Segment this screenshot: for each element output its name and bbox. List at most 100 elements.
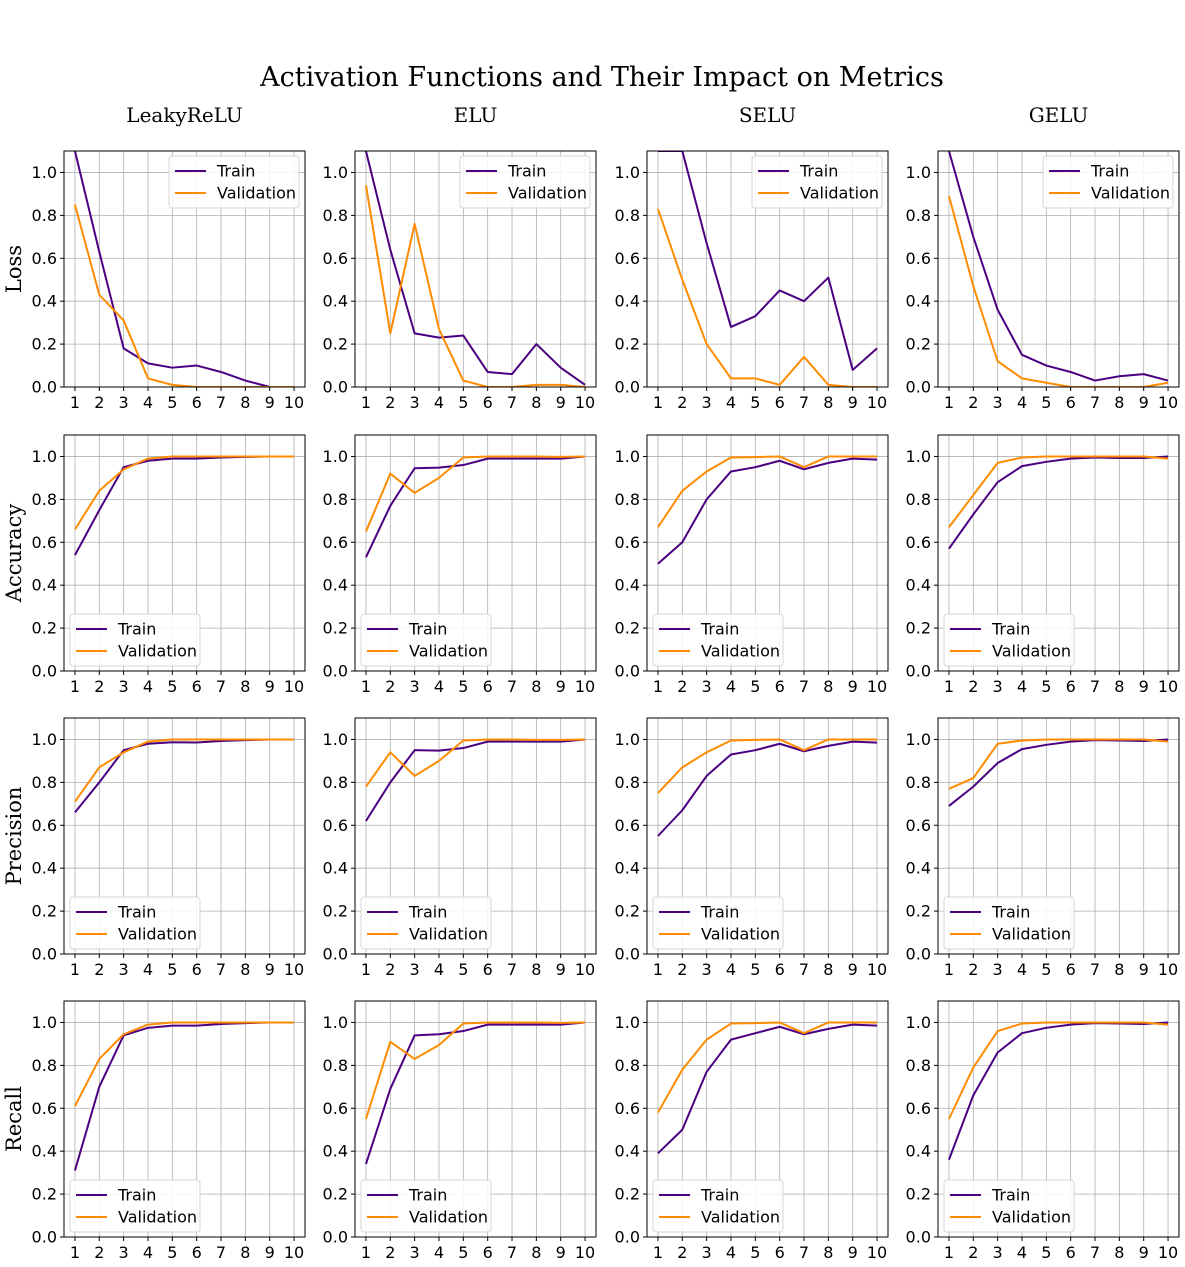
y-tick-label: 0.0 (32, 378, 57, 397)
x-tick-label: 8 (823, 960, 833, 979)
subplot-1-0: 0.0 0.2 0.4 0.6 0.8 1.0 1 2 3 4 5 6 7 8 9 10 Accuracy Tra… (2, 434, 306, 696)
subplot-0-1: 0.0 0.2 0.4 0.6 0.8 1.0 1 2 3 4 5 6 7 8 9 10 ELU Train Val… (323, 103, 597, 412)
x-tick-label: 5 (167, 1243, 177, 1262)
x-tick-label: 2 (94, 393, 104, 412)
y-tick-label: 0.0 (32, 1228, 57, 1247)
x-tick-label: 4 (1017, 393, 1027, 412)
axes-frame (937, 434, 1180, 672)
series-line-validation (657, 455, 878, 528)
legend-label-validation: Validation (1091, 184, 1170, 203)
x-tick-label: 7 (507, 960, 517, 979)
y-tick-label: 0.8 (615, 1056, 640, 1075)
y-tick-label: 0.2 (615, 902, 640, 921)
column-title: ELU (454, 103, 498, 127)
x-tick-label: 1 (361, 393, 371, 412)
legend: Train Validation (69, 896, 201, 950)
axes-frame (354, 717, 597, 955)
x-tick-label: 3 (993, 677, 1003, 696)
legend-label-train: Train (117, 620, 156, 639)
legend-label-train: Train (408, 620, 447, 639)
series-line-train (73, 1021, 295, 1171)
y-tick-label: 0.6 (615, 533, 640, 552)
legend-label-train: Train (1090, 162, 1129, 181)
x-tick-label: 6 (1066, 960, 1076, 979)
y-tick-label: 0.6 (32, 816, 57, 835)
axes-frame (646, 150, 889, 388)
x-tick-label: 1 (944, 393, 954, 412)
x-tick-label: 5 (1041, 1243, 1051, 1262)
y-tick-label: 0.4 (615, 292, 640, 311)
y-tick-label: 0.2 (615, 335, 640, 354)
legend-box (69, 896, 201, 950)
x-tick-label: 7 (507, 393, 517, 412)
legend-box (652, 613, 784, 667)
y-tick-label: 0.0 (323, 1228, 348, 1247)
axes-frame (63, 434, 306, 672)
series-line-train (74, 455, 295, 556)
x-tick-label: 10 (867, 1243, 887, 1262)
x-tick-label: 1 (653, 960, 663, 979)
x-tick-label: 5 (1041, 393, 1051, 412)
x-tick-label: 1 (361, 960, 371, 979)
x-tick-label: 10 (867, 960, 887, 979)
x-tick-label: 4 (726, 1243, 736, 1262)
y-tick-label: 0.0 (323, 378, 348, 397)
x-tick-label: 2 (94, 1243, 104, 1262)
legend-box (69, 613, 201, 667)
y-tick-label: 0.8 (32, 490, 57, 509)
x-tick-label: 5 (458, 960, 468, 979)
legend-box (943, 613, 1075, 667)
axes-frame (937, 150, 1180, 388)
x-tick-label: 1 (70, 677, 80, 696)
x-tick-label: 2 (677, 960, 687, 979)
x-tick-label: 10 (575, 1243, 595, 1262)
x-tick-label: 9 (1139, 393, 1149, 412)
x-tick-label: 6 (775, 393, 785, 412)
axes-frame (354, 150, 597, 388)
x-tick-label: 6 (775, 677, 785, 696)
x-tick-label: 6 (192, 960, 202, 979)
x-tick-label: 4 (726, 677, 736, 696)
series-line-validation (74, 455, 295, 530)
x-tick-label: 6 (192, 393, 202, 412)
series-line-validation (364, 185, 586, 387)
x-tick-label: 3 (410, 677, 420, 696)
legend-label-validation: Validation (409, 925, 488, 944)
x-tick-label: 7 (216, 393, 226, 412)
legend: Train Validation (69, 613, 201, 667)
x-tick-label: 8 (531, 960, 541, 979)
y-tick-label: 0.4 (32, 859, 57, 878)
series-line-train (657, 151, 878, 371)
x-tick-label: 1 (944, 960, 954, 979)
y-tick-label: 0.2 (323, 1185, 348, 1204)
y-tick-label: 1.0 (906, 163, 931, 182)
subplot-2-0: 0.0 0.2 0.4 0.6 0.8 1.0 1 2 3 4 5 6 7 8 9 10 Precision Tr… (2, 717, 306, 979)
legend-box (69, 1179, 201, 1233)
y-tick-label: 1.0 (32, 730, 57, 749)
x-tick-label: 6 (483, 677, 493, 696)
y-tick-label: 0.8 (906, 206, 931, 225)
x-tick-label: 8 (240, 960, 250, 979)
series-line-train (947, 151, 1169, 382)
y-tick-label: 0.8 (906, 1056, 931, 1075)
y-tick-label: 0.8 (323, 490, 348, 509)
axes-frame (63, 150, 306, 388)
y-tick-label: 0.2 (32, 1185, 57, 1204)
x-tick-label: 2 (385, 393, 395, 412)
y-tick-label: 0.6 (32, 249, 57, 268)
legend-label-train: Train (799, 162, 838, 181)
legend-label-validation: Validation (217, 184, 296, 203)
x-tick-label: 3 (702, 677, 712, 696)
x-tick-label: 9 (1139, 677, 1149, 696)
legend: Train Validation (168, 155, 300, 209)
legend: Train Validation (943, 613, 1075, 667)
subplot-0-0: 0.0 0.2 0.4 0.6 0.8 1.0 1 2 3 4 5 6 7 8 9 10 LeakyReLU Lo… (2, 103, 306, 412)
y-tick-label: 1.0 (615, 163, 640, 182)
series-line-validation (364, 1021, 586, 1120)
x-tick-label: 7 (216, 1243, 226, 1262)
x-tick-label: 6 (483, 1243, 493, 1262)
x-tick-label: 8 (1114, 960, 1124, 979)
y-tick-label: 0.8 (323, 1056, 348, 1075)
x-tick-label: 4 (434, 960, 444, 979)
subplot-1-2: 0.0 0.2 0.4 0.6 0.8 1.0 1 2 3 4 5 6 7 8 9 10 Train Valida… (615, 434, 889, 696)
